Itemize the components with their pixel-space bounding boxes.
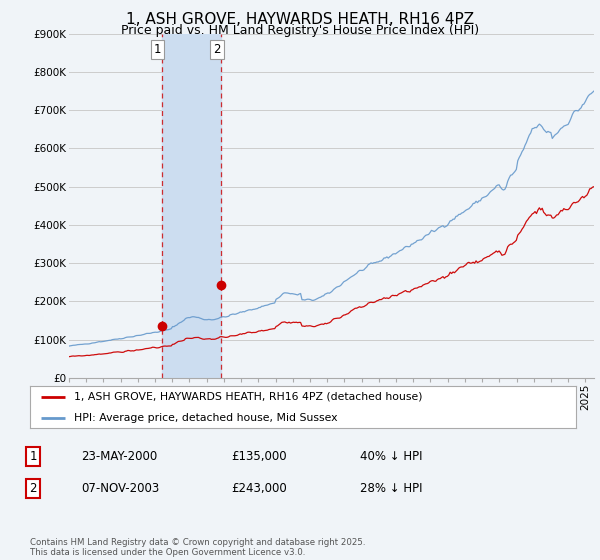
Text: Contains HM Land Registry data © Crown copyright and database right 2025.
This d: Contains HM Land Registry data © Crown c… [30,538,365,557]
Text: HPI: Average price, detached house, Mid Sussex: HPI: Average price, detached house, Mid … [74,413,337,423]
Text: 23-MAY-2000: 23-MAY-2000 [81,450,157,463]
Text: 28% ↓ HPI: 28% ↓ HPI [360,482,422,495]
Text: 1: 1 [154,43,161,56]
Text: £135,000: £135,000 [231,450,287,463]
Text: Price paid vs. HM Land Registry's House Price Index (HPI): Price paid vs. HM Land Registry's House … [121,24,479,37]
Text: 1, ASH GROVE, HAYWARDS HEATH, RH16 4PZ (detached house): 1, ASH GROVE, HAYWARDS HEATH, RH16 4PZ (… [74,392,422,402]
Text: 2: 2 [213,43,221,56]
Text: 07-NOV-2003: 07-NOV-2003 [81,482,159,495]
Text: 40% ↓ HPI: 40% ↓ HPI [360,450,422,463]
Text: 2: 2 [29,482,37,495]
Text: 1, ASH GROVE, HAYWARDS HEATH, RH16 4PZ: 1, ASH GROVE, HAYWARDS HEATH, RH16 4PZ [126,12,474,27]
Text: £243,000: £243,000 [231,482,287,495]
Bar [162,34,221,378]
Text: 1: 1 [29,450,37,463]
